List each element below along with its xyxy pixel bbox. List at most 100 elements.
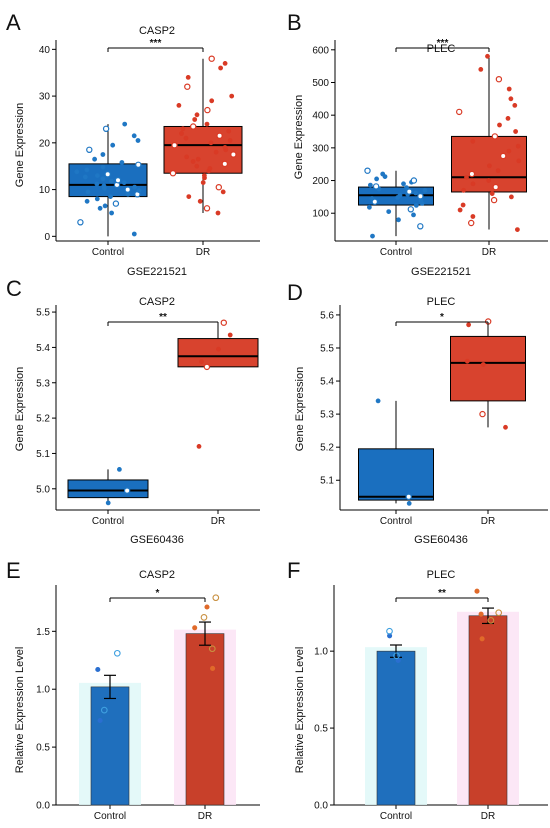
data-point [468,170,476,178]
data-point [221,160,228,168]
data-point [169,169,177,177]
data-point [208,55,215,62]
data-point [121,180,127,185]
plot-area: 0.0 0.5 1.0 Control DR ** [314,585,548,822]
x-tick-label: Control [380,516,412,527]
x-tick-label: DR [211,516,225,527]
y-tick-label: 1.0 [314,647,328,658]
data-point [492,183,499,191]
data-point [413,190,419,196]
data-point [215,183,222,191]
data-point [95,666,101,673]
data-point [97,205,103,211]
y-tick-label: 400 [312,111,329,122]
data-point [375,398,381,404]
data-point [92,156,97,162]
data-point [196,443,202,449]
data-point [194,163,200,169]
data-point [213,149,219,155]
data-point [411,212,416,218]
panel-f: F PLEC Relative Expression Level 0.0 0.5 1… [287,558,548,822]
data-point [110,142,116,148]
data-point [503,424,508,430]
data-point [123,487,131,494]
data-point [485,53,490,59]
data-point [226,128,232,134]
data-point [86,146,93,153]
data-point [470,214,476,219]
data-point [512,103,518,108]
data-point [216,132,223,139]
data-point [189,123,197,130]
data-point [487,617,495,624]
panel-title: PLEC [427,569,456,581]
bar [90,686,130,806]
y-tick-label: 10 [39,185,51,196]
panel-title: PLEC [427,296,456,308]
x-tick-label: DR [198,811,212,822]
y-tick-label: 5.5 [36,308,50,319]
panel-title: CASP2 [139,569,175,581]
box-body [450,335,526,402]
data-point [135,138,141,143]
x-axis-label: GSE60436 [414,534,468,546]
data-point [77,219,84,226]
data-point [478,611,484,617]
data-point [405,493,412,500]
plot-area: 5.0 5.1 5.2 5.3 5.4 5.5 Control DR ** [36,305,260,527]
panel-letter: F [287,558,300,583]
x-tick-label: DR [481,811,495,822]
data-point [380,171,386,177]
data-point [104,170,111,178]
data-point [369,196,375,201]
box-body [68,163,148,198]
x-axis-label: GSE221521 [127,266,187,278]
data-point [417,192,424,200]
panel-c: C CASP2 Gene Expression GSE60436 5.05.15… [6,276,260,546]
data-point [200,614,208,621]
data-point [393,652,400,660]
data-point [208,140,214,146]
data-point [220,189,226,195]
data-point [131,133,137,139]
data-point [227,332,233,338]
panel-e: E CASP2 Relative Expression Level 0.0 0.5… [6,558,260,822]
data-point [396,217,401,223]
significance-label: * [440,312,444,323]
data-point [370,233,375,239]
plot-area: 100 200 300 400 500 600 Control DR *** [312,38,548,258]
data-point [95,173,100,178]
data-point [386,209,392,214]
data-point [117,466,122,472]
significance-label: *** [437,38,449,49]
y-tick-label: 0.0 [36,801,50,812]
data-point [422,187,428,193]
data-point [136,188,142,193]
data-point [114,176,122,184]
data-point [489,191,495,196]
y-axis-label: Relative Expression Level [14,647,26,774]
data-point [374,176,379,182]
data-point [479,636,485,642]
data-point [495,168,501,174]
data-point [210,665,216,671]
y-tick-label: 500 [312,78,329,89]
bar [468,615,508,806]
y-tick-label: 5.4 [320,377,334,388]
y-tick-label: 0.5 [314,724,328,735]
data-point [108,194,113,199]
panel-title: PLEC [427,43,456,55]
data-point [94,181,100,187]
plot-area: 0.0 0.5 1.0 1.5 Control DR * [36,585,260,822]
panel-letter: C [6,276,22,301]
y-tick-label: 0.0 [314,801,328,812]
data-point [197,198,203,204]
y-tick-label: 5.4 [36,343,50,354]
data-point [190,159,196,164]
data-point [218,65,223,71]
data-point [406,500,412,506]
data-point [105,500,111,506]
data-point [505,116,511,121]
data-point [495,75,503,83]
panel-a: A CASP2 Gene Expression GSE221521 0 10 20 3… [6,10,260,278]
